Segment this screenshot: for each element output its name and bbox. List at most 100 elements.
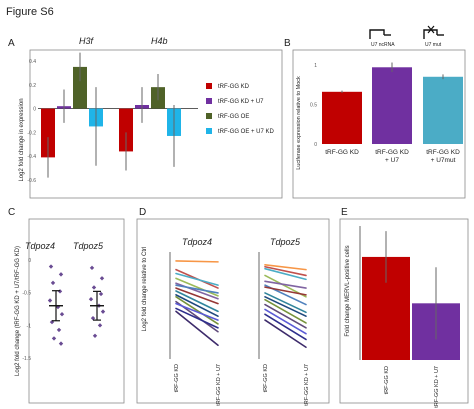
panel-d-line [175,287,219,305]
panel-c-data-point [59,312,65,317]
panel-d-x-tick-label: tRF-GG KD [263,364,269,392]
panel-d-line [264,298,307,324]
panel-b-x-tick-label: tRF-GG KD [426,149,460,156]
panel-c-data-point [56,327,62,333]
panel-b-chart: Luciferase expression relative to Mock 0… [296,25,463,170]
panel-d-line [175,277,219,297]
panel-b-y-tick-label: 0 [314,142,317,148]
panel-b-y-axis-label: Luciferase expression relative to Mock [296,76,302,170]
panel-d-chart: Tdpoz4 Tdpoz5 Log2 fold change relative … [142,237,310,406]
panel-b-y-tick-label: 0.5 [310,102,317,108]
panel-d-x-tick-label: tRF-GG KD + U7 [216,364,222,406]
panel-c-category-label: Tdpoz5 [73,241,104,251]
panel-a-legend-swatch [206,83,212,89]
panel-a-frame [29,49,283,199]
panel-c-y-tick-label: -1 [27,323,32,329]
panel-e-y-axis-label: Fold change MERVL-positive cells [345,245,351,336]
panel-d-x-tick-label: tRF-GG KD [174,364,180,392]
panel-c-data-point [100,309,106,314]
panel-letter-e: E [341,207,348,218]
panel-a-y-tick-label: -0.2 [27,130,36,136]
panel-d-line [175,307,219,329]
panel-a-y-tick-label: -0.4 [27,154,36,160]
panel-c-y-tick-label: -1.5 [22,356,31,362]
panel-b-y-tick-label: 1 [314,63,317,69]
panel-a-legend-label: tRF-GG KD [218,84,250,90]
panel-a-legend-label: tRF-GG KD + U7 [218,99,264,105]
panel-d-line [175,272,219,286]
panel-a-category-label: H4b [151,36,168,46]
panel-c-data-point [58,341,64,346]
panel-d-line [175,284,219,294]
u7-mut-label: U7 mut [425,42,442,48]
panel-c-chart: Tdpoz4 Tdpoz5 Log2 fold change (tRF-GG K… [15,241,106,376]
panel-b-x-tick-label: + U7 [385,157,399,164]
panel-c-data-point [51,336,57,341]
panel-b-bar [372,67,412,144]
panel-b-x-tick-label: tRF-GG KD [375,149,409,156]
panel-c-data-point [92,333,98,338]
panel-a-bar [73,66,87,109]
panel-c-data-point [58,272,64,277]
panel-d-line [175,295,219,325]
panel-e-chart: Fold change MERVL-positive cells tRF-GG … [345,226,460,408]
panel-a-bar [41,108,55,158]
panel-b-bar [423,76,463,144]
panel-d-subtitle: Tdpoz5 [270,237,301,247]
panel-d-frame [136,218,330,404]
panel-d-line [175,290,219,313]
panel-a-bar [119,108,133,152]
panel-letter-d: D [139,207,146,218]
panel-d-line [175,260,219,263]
panel-d-line [264,263,307,271]
panel-a-y-tick-label: 0.2 [29,83,36,89]
panel-d-line [264,280,307,289]
panel-d-line [264,286,307,296]
panel-c-data-point [90,315,96,321]
panel-d-line [264,265,307,277]
panel-d-line [175,310,219,347]
panel-letter-a: A [8,38,15,49]
panel-c-y-axis-label: Log2 fold change (tRF-GG KD + U7/tRF-GG … [15,246,21,376]
panel-c-category-label: Tdpoz4 [25,241,55,251]
panel-c-data-point [57,289,63,294]
panel-letter-b: B [284,38,291,49]
panel-b-bar [322,91,362,144]
panel-b-x-tick-label: tRF-GG KD [325,149,359,156]
panel-d-y-axis-label: Log2 fold change relative to Ctrl [142,247,148,332]
panel-a-legend-label: tRF-GG OE + U7 KD [218,129,275,135]
panel-d-line [264,303,307,329]
panel-e-frame [339,218,469,404]
panel-d-line [264,267,307,281]
panel-a-legend-swatch [206,128,212,134]
panel-a-y-tick-label: 0.4 [29,59,36,65]
panel-d-line [175,294,219,318]
u7-mut-icon: U7 mut [423,25,444,48]
panel-a-legend-swatch [206,98,212,104]
panel-e-x-tick-label: tRF-GG KD [384,366,390,394]
panel-d-line [264,313,307,341]
panel-c-data-point [98,291,104,297]
panel-d-line [175,302,219,321]
panel-c-data-point [89,265,95,271]
panel-a-legend-label: tRF-GG OE [218,114,249,120]
panel-d-line [264,308,307,335]
panel-d-line [264,295,307,318]
panel-c-y-tick-label: 0 [28,258,31,264]
panel-c-data-point [97,323,103,328]
panel-a-category-label: H3f [79,36,95,46]
panel-a-legend-swatch [206,113,212,119]
panel-a-y-axis-label: Log2 fold change in expression [19,98,25,181]
panel-a-y-tick-label: 0 [33,107,36,113]
panel-d-x-tick-label: tRF-GG KD + U7 [304,364,310,406]
panel-c-frame [28,218,125,404]
panel-c-data-point [47,298,53,303]
panel-c-data-point [50,280,56,286]
panel-b-frame [292,49,466,199]
figure-title: Figure S6 [6,6,54,18]
panel-e-x-tick-label: tRF-GG KD + U7 [434,366,440,408]
panel-d-subtitle: Tdpoz4 [182,237,212,247]
panel-d-line [264,319,307,349]
panel-a-y-tick-label: -0.6 [27,178,36,184]
panel-c-data-point [91,285,97,290]
